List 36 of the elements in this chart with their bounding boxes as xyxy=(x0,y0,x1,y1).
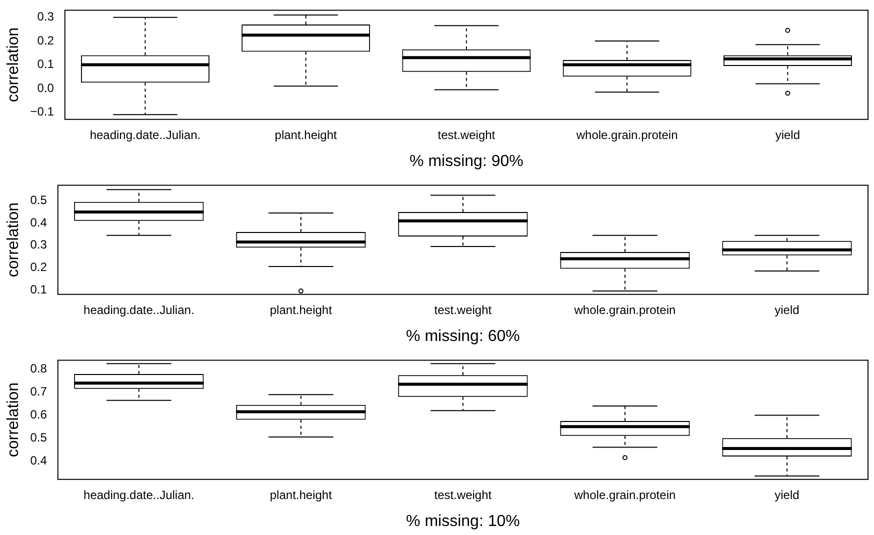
y-tick-label: 0.3 xyxy=(30,238,48,252)
x-tick-label: whole.grain.protein xyxy=(575,128,678,142)
y-axis-title: correlation xyxy=(5,382,22,458)
x-tick-label: yield xyxy=(774,302,800,317)
x-tick-label: heading.date..Julian. xyxy=(84,488,194,502)
x-axis-title: % missing: 60% xyxy=(406,328,520,345)
y-tick-label: 0.2 xyxy=(30,260,48,274)
x-tick-label: plant.height xyxy=(270,302,333,317)
x-tick-label: test.weight xyxy=(434,488,492,502)
y-tick-label: 0.5 xyxy=(30,430,48,444)
x-tick-label: heading.date..Julian. xyxy=(90,128,201,142)
x-tick-label: heading.date..Julian. xyxy=(84,302,194,317)
y-axis-title: correlation xyxy=(5,27,22,102)
y-tick-label: 0.3 xyxy=(37,10,54,24)
y-tick-label: 0.2 xyxy=(37,33,54,48)
x-axis-title: % missing: 10% xyxy=(406,512,520,530)
y-tick-label: 0.1 xyxy=(37,57,54,72)
x-tick-label: yield xyxy=(774,488,800,502)
x-tick-label: yield xyxy=(775,128,800,142)
x-tick-label: whole.grain.protein xyxy=(573,302,676,317)
x-tick-label: whole.grain.protein xyxy=(573,488,676,502)
x-tick-label: plant.height xyxy=(270,488,333,502)
x-tick-label: plant.height xyxy=(274,128,338,142)
y-tick-label: 0.6 xyxy=(30,408,48,422)
x-tick-label: test.weight xyxy=(434,302,492,317)
y-tick-label: −0.1 xyxy=(30,104,54,119)
y-tick-label: 0.4 xyxy=(30,453,48,468)
x-axis-title: % missing: 90% xyxy=(410,152,524,170)
y-tick-label: 0.5 xyxy=(30,193,48,208)
x-tick-label: test.weight xyxy=(438,128,496,142)
y-tick-label: 0.1 xyxy=(30,282,48,296)
y-tick-label: 0.0 xyxy=(37,80,54,95)
y-axis-title: correlation xyxy=(5,202,22,278)
y-tick-label: 0.8 xyxy=(30,362,48,376)
y-tick-label: 0.7 xyxy=(30,384,48,399)
y-tick-label: 0.4 xyxy=(30,215,48,230)
